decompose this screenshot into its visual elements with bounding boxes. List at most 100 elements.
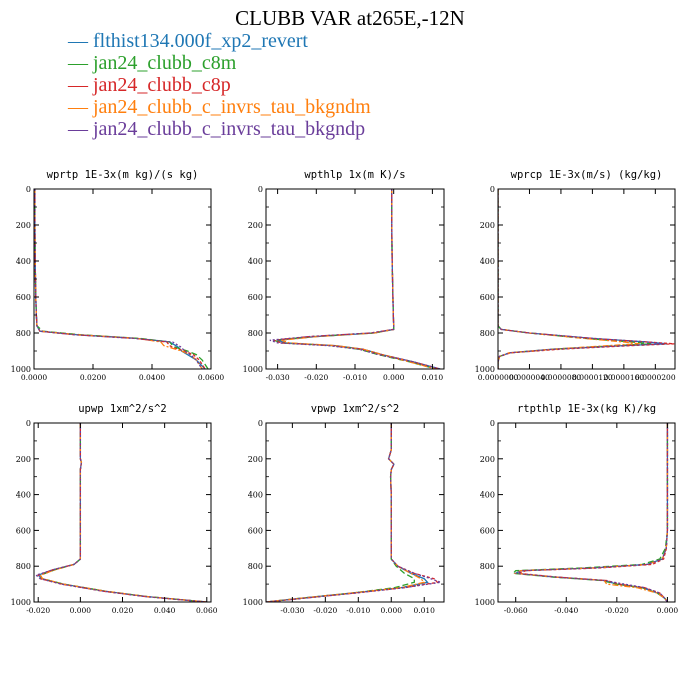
y-tick-label: 800	[480, 562, 495, 571]
legend-item: — flthist134.000f_xp2_revert	[68, 30, 371, 52]
x-tick-label: 0.060	[196, 606, 218, 615]
x-tick-label: 0.010	[413, 606, 435, 615]
x-tick-label: 0.0000080	[541, 373, 582, 382]
plot-frame	[33, 422, 212, 603]
x-tick-label: -0.020	[26, 606, 50, 615]
panel-title: rtpthlp 1E-3x(kg K)/kg	[517, 403, 656, 415]
legend-label: jan24_clubb_c_invrs_tau_bkgndm	[93, 96, 371, 118]
y-tick-label: 0	[26, 419, 31, 428]
legend-swatch: —	[68, 74, 88, 96]
x-tick-label: 0.000	[70, 606, 92, 615]
plot-frame	[497, 422, 676, 603]
series-line	[39, 423, 207, 602]
figure-title: CLUBB VAR at265E,-12N	[235, 6, 465, 30]
y-tick-label: 800	[480, 329, 495, 338]
x-tick-label: -0.010	[346, 606, 370, 615]
y-tick-label: 600	[248, 293, 263, 302]
series-line	[515, 423, 669, 602]
x-tick-label: 0.0000160	[604, 373, 645, 382]
profile-panel: rtpthlp 1E-3x(kg K)/kg02004006008001000-…	[475, 403, 679, 615]
x-tick-label: 0.0400	[139, 373, 165, 382]
panel-title: wprtp 1E-3x(m kg)/(s kg)	[47, 169, 199, 181]
series-group	[266, 423, 441, 602]
x-tick-label: 0.010	[422, 373, 444, 382]
y-tick-label: 600	[248, 526, 263, 535]
y-tick-label: 600	[480, 526, 495, 535]
y-tick-label: 400	[248, 257, 263, 266]
legend-item: — jan24_clubb_c8p	[68, 74, 371, 96]
series-line	[498, 189, 640, 369]
profile-panel: wprtp 1E-3x(m kg)/(s kg) 0 200 400 600 800 100…	[11, 169, 225, 382]
x-tick-label: 0.0000120	[572, 373, 613, 382]
series-line	[266, 423, 426, 602]
series-line	[281, 189, 437, 369]
series-line	[273, 189, 437, 369]
x-tick-label: 0.0200	[80, 373, 106, 382]
y-tick-label: 200	[248, 455, 263, 464]
legend-item: — jan24_clubb_c_invrs_tau_bkgndp	[68, 118, 371, 140]
series-group	[498, 189, 675, 369]
x-tick-label: -0.010	[343, 373, 367, 382]
legend-label: jan24_clubb_c8p	[93, 74, 231, 96]
y-tick-label: 800	[248, 562, 263, 571]
legend-label: jan24_clubb_c8m	[93, 52, 237, 74]
x-tick-label: 0.0600	[198, 373, 224, 382]
x-tick-label: 0.000	[381, 606, 403, 615]
y-tick-label: 1000	[475, 365, 495, 374]
legend-swatch: —	[68, 52, 88, 74]
y-tick-label: 400	[480, 257, 495, 266]
series-line	[34, 189, 203, 369]
panel-title: upwp 1xm^2/s^2	[78, 403, 167, 415]
y-tick-label: 0	[490, 185, 495, 194]
series-line	[266, 423, 439, 602]
x-tick-label: -0.030	[280, 606, 304, 615]
x-tick-label: -0.020	[313, 606, 337, 615]
y-tick-label: 200	[16, 455, 31, 464]
legend-label: flthist134.000f_xp2_revert	[93, 30, 308, 52]
y-tick-label: 1000	[475, 598, 495, 607]
y-tick-label: 400	[16, 257, 31, 266]
series-line	[269, 189, 441, 369]
x-tick-label: 0.0000040	[509, 373, 550, 382]
y-tick-label: 200	[248, 221, 263, 230]
profile-panel: wpthlp 1x(m K)/s 0 200 400 600 800 1000-0.030 -…	[243, 169, 445, 382]
series-line	[266, 423, 415, 602]
y-tick-label: 200	[480, 221, 495, 230]
y-tick-label: 400	[480, 491, 495, 500]
y-tick-label: 600	[16, 526, 31, 535]
series-line	[34, 189, 209, 369]
x-tick-label: 0.0000200	[635, 373, 676, 382]
y-tick-label: 800	[248, 329, 263, 338]
legend-label: jan24_clubb_c_invrs_tau_bkgndp	[93, 118, 366, 140]
x-tick-label: -0.020	[605, 606, 629, 615]
x-tick-label: 0.040	[154, 606, 176, 615]
series-line	[273, 189, 441, 369]
series-line	[513, 423, 669, 602]
y-tick-label: 400	[248, 491, 263, 500]
x-tick-label: -0.030	[266, 373, 290, 382]
series-group	[511, 423, 669, 602]
y-tick-label: 800	[16, 562, 31, 571]
series-line	[498, 189, 664, 369]
series-group	[34, 189, 209, 369]
y-tick-label: 1000	[11, 365, 31, 374]
profile-panel: wprcp 1E-3x(m/s) (kg/kg) 0 200 400 600 800 100…	[475, 169, 676, 382]
series-line	[39, 423, 207, 602]
series-line	[266, 423, 429, 602]
series-group	[269, 189, 441, 369]
series-line	[266, 423, 441, 602]
y-tick-label: 600	[480, 293, 495, 302]
y-tick-label: 0	[490, 419, 495, 428]
profile-panel: vpwp 1xm^2/s^2 0 200 400 600 800 1000 -0.030 -0.…	[243, 403, 445, 615]
series-line	[34, 189, 203, 369]
profile-panel: upwp 1xm^2/s^2 0 200 400 600 800 1000-0.020 0.0…	[11, 403, 218, 615]
panel-title: wpthlp 1x(m K)/s	[304, 169, 405, 181]
y-tick-label: 0	[26, 185, 31, 194]
legend-swatch: —	[68, 118, 88, 140]
series-line	[34, 423, 207, 602]
series-line	[34, 189, 206, 369]
x-tick-label: -0.040	[554, 606, 578, 615]
series-line	[37, 423, 207, 602]
series-line	[36, 423, 207, 602]
